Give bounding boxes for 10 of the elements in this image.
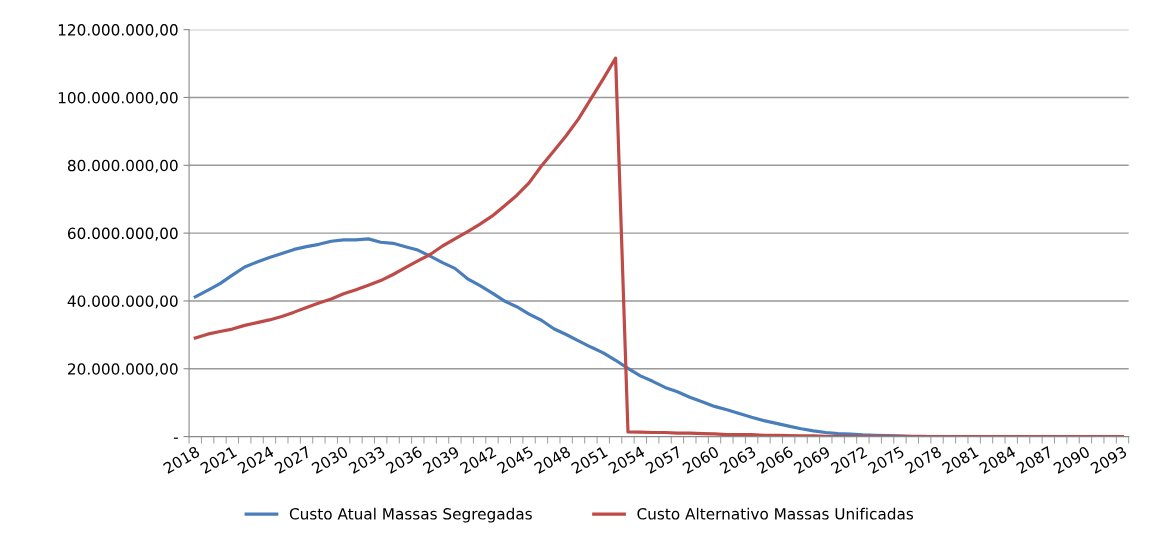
y-tick-label: 120.000.000,00 [58, 24, 178, 38]
y-tick-label: 80.000.000,00 [67, 159, 178, 173]
legend-label: Custo Alternativo Massas Unificadas [637, 507, 914, 520]
legend-label: Custo Atual Massas Segregadas [289, 507, 532, 523]
y-tick-label: 20.000.000,00 [68, 363, 178, 377]
y-tick-label: 40.000.000,00 [67, 295, 178, 309]
y-tick-label: - [173, 437, 178, 439]
y-tick-label: 100.000.000,00 [58, 91, 178, 106]
y-tick-label: 60.000.000,00 [67, 227, 178, 241]
line-series [193, 56, 1125, 437]
